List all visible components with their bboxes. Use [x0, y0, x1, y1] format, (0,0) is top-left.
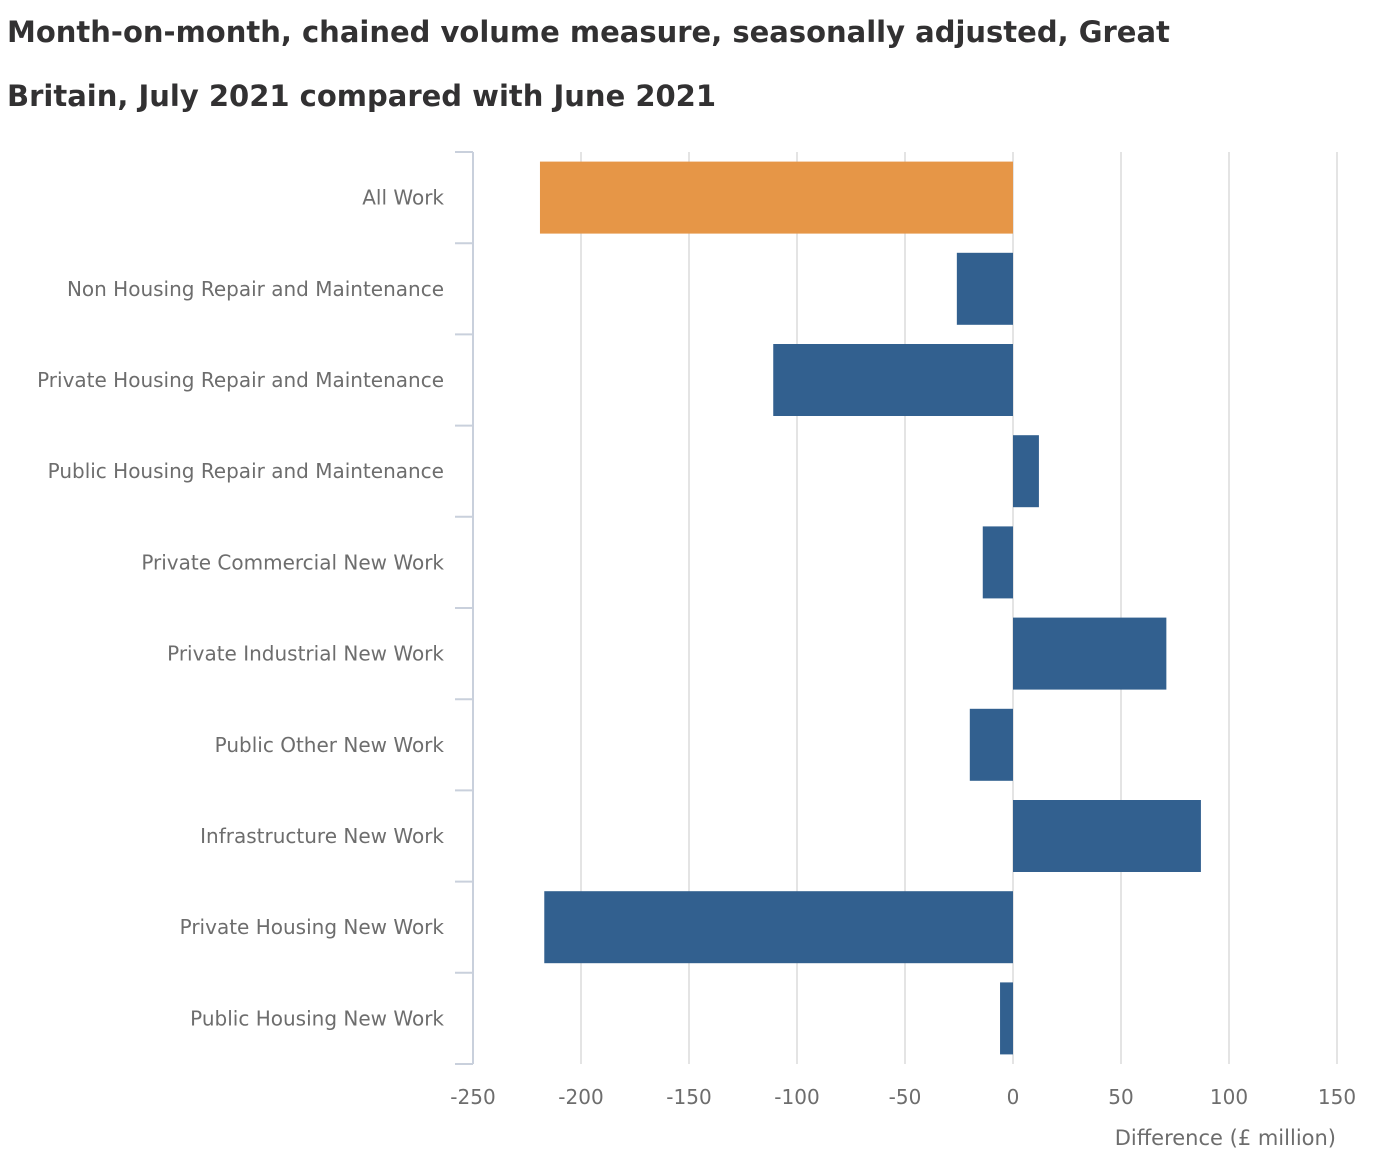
bar-private-housing-new-work — [544, 891, 1013, 964]
bar-public-housing-repair-and-maintenance — [1013, 435, 1039, 508]
x-axis-title: Difference (£ million) — [1115, 1126, 1336, 1150]
bar-public-other-new-work — [969, 708, 1013, 781]
x-tick-labels: -250 -200 -150 -100 -50 0 50 100 150 — [450, 1085, 1356, 1109]
x-tick-label: 50 — [1108, 1085, 1133, 1109]
x-tick-label: -250 — [450, 1085, 495, 1109]
category-label: Public Housing New Work — [190, 1006, 444, 1030]
category-label: Public Housing Repair and Maintenance — [48, 459, 444, 483]
category-label: Private Commercial New Work — [141, 550, 444, 574]
category-label: Non Housing Repair and Maintenance — [67, 277, 444, 301]
x-tick-label: 100 — [1210, 1085, 1248, 1109]
category-labels: All Work Non Housing Repair and Maintenan… — [37, 186, 444, 1031]
category-label: Private Industrial New Work — [167, 642, 444, 666]
x-tick-label: 0 — [1007, 1085, 1020, 1109]
category-label: Infrastructure New Work — [200, 824, 444, 848]
x-tick-label: 150 — [1318, 1085, 1356, 1109]
x-tick-label: -200 — [558, 1085, 603, 1109]
y-axis — [455, 151, 474, 1065]
x-tick-label: -50 — [889, 1085, 922, 1109]
bar-non-housing-repair-and-maintenance — [956, 252, 1013, 325]
bar-private-industrial-new-work — [1013, 617, 1167, 690]
category-label: Private Housing New Work — [180, 915, 445, 939]
category-label: Private Housing Repair and Maintenance — [37, 368, 444, 392]
category-label: Public Other New Work — [215, 733, 445, 757]
bar-infrastructure-new-work — [1013, 800, 1201, 872]
x-tick-label: -150 — [666, 1085, 711, 1109]
chart-title: Month-on-month, chained volume measure, … — [7, 15, 1170, 113]
bar-all-work — [539, 161, 1013, 234]
bars — [539, 161, 1201, 1055]
x-tick-label: -100 — [774, 1085, 819, 1109]
category-label: All Work — [362, 186, 444, 210]
bar-private-commercial-new-work — [982, 526, 1013, 599]
bar-private-housing-repair-and-maintenance — [773, 344, 1013, 416]
bar-public-housing-new-work — [1000, 982, 1013, 1055]
